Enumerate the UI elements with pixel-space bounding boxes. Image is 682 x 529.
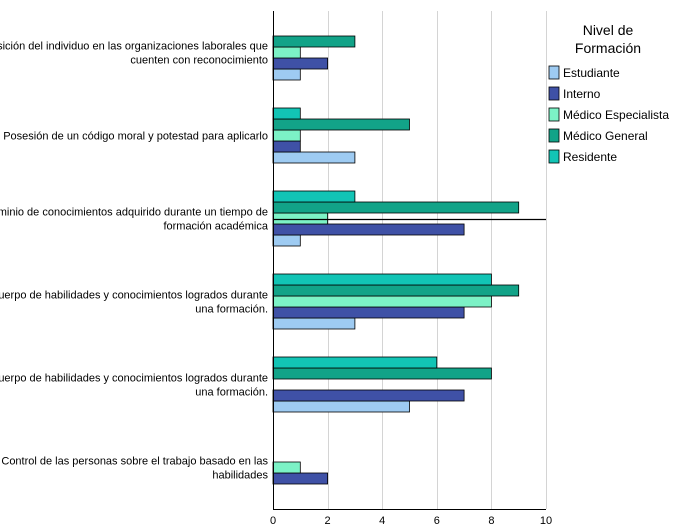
category-label-6-line-2: habilidades <box>212 470 268 482</box>
category-label-5-line-1: cuerpo de habilidades y conocimientos lo… <box>0 373 268 385</box>
legend-label-medico-general: Médico General <box>563 129 648 143</box>
legend-swatch-residente <box>548 149 560 164</box>
bar-medico-especialista-cat-1 <box>272 46 301 59</box>
bars <box>272 35 520 485</box>
bar-medico-general-cat-3 <box>272 201 520 214</box>
x-tick-label-10: 10 <box>540 515 552 527</box>
bar-interno-cat-5 <box>272 389 465 402</box>
legend-label-interno: Interno <box>563 87 601 101</box>
x-tick-label-0: 0 <box>270 515 276 527</box>
category-label-1-line-2: cuenten con reconocimiento <box>130 55 268 67</box>
bar-interno-cat-6 <box>272 472 328 485</box>
x-tick-label-4: 4 <box>379 515 385 527</box>
bar-interno-cat-4 <box>272 306 465 319</box>
category-label-3-line-1: Dominio de conocimientos adquirido duran… <box>0 207 268 219</box>
bar-residente-cat-2 <box>272 107 301 120</box>
bar-interno-cat-1 <box>272 57 328 70</box>
bar-estudiante-cat-3 <box>272 234 301 247</box>
legend-label-medico-especialista: Médico Especialista <box>563 108 669 122</box>
bar-interno-cat-2 <box>272 140 301 153</box>
legend-title-line-1: Nivel de <box>583 22 634 38</box>
category-label-4-line-1: Cuerpo de habilidades y conocimientos lo… <box>0 290 268 302</box>
bar-medico-especialista-cat-6 <box>272 461 301 474</box>
x-tick-label-8: 8 <box>488 515 494 527</box>
legend-label-estudiante: Estudiante <box>563 66 620 80</box>
bar-residente-cat-3 <box>272 190 356 203</box>
bar-estudiante-cat-5 <box>272 400 410 413</box>
bar-residente-cat-5 <box>272 356 438 369</box>
legend-swatch-estudiante <box>548 65 560 80</box>
legend-title-line-2: Formación <box>575 40 641 56</box>
category-label-1-line-1: Posición del individuo en las organizaci… <box>0 41 268 53</box>
bar-medico-especialista-cat-4 <box>272 295 492 308</box>
legend: Nivel de Formación Estudiante Interno Médi… <box>548 22 669 164</box>
category-label-6-line-1: Control de las personas sobre el trabajo… <box>1 456 268 468</box>
category-label-5-line-2: una formación. <box>195 387 268 399</box>
x-ticks: 0 2 4 6 8 10 <box>270 515 552 527</box>
bar-medico-especialista-cat-2 <box>272 129 301 142</box>
legend-swatch-medico-especialista <box>548 107 560 122</box>
legend-swatch-interno <box>548 86 560 101</box>
category-label-3-line-2: formación académica <box>163 221 268 233</box>
bar-medico-general-cat-2 <box>272 118 410 131</box>
bar-residente-cat-4 <box>272 273 492 286</box>
category-label-4-line-2: una formación. <box>195 304 268 316</box>
bar-estudiante-cat-1 <box>272 68 301 81</box>
bar-medico-general-cat-4 <box>272 284 520 297</box>
grid <box>328 11 547 509</box>
bar-interno-cat-3 <box>272 223 465 236</box>
category-label-2-line-1: Posesión de un código moral y potestad p… <box>3 131 268 143</box>
legend-label-residente: Residente <box>563 150 617 164</box>
legend-swatch-medico-general <box>548 128 560 143</box>
axes <box>273 11 546 510</box>
x-tick-label-2: 2 <box>325 515 331 527</box>
bar-medico-general-cat-1 <box>272 35 356 48</box>
category-labels: Posición del individuo en las organizaci… <box>0 41 269 482</box>
bar-medico-general-cat-5 <box>272 367 492 380</box>
bar-estudiante-cat-2 <box>272 151 356 164</box>
bar-medico-especialista-cat-3 <box>272 212 328 225</box>
x-tick-label-6: 6 <box>434 515 440 527</box>
bar-estudiante-cat-4 <box>272 317 356 330</box>
